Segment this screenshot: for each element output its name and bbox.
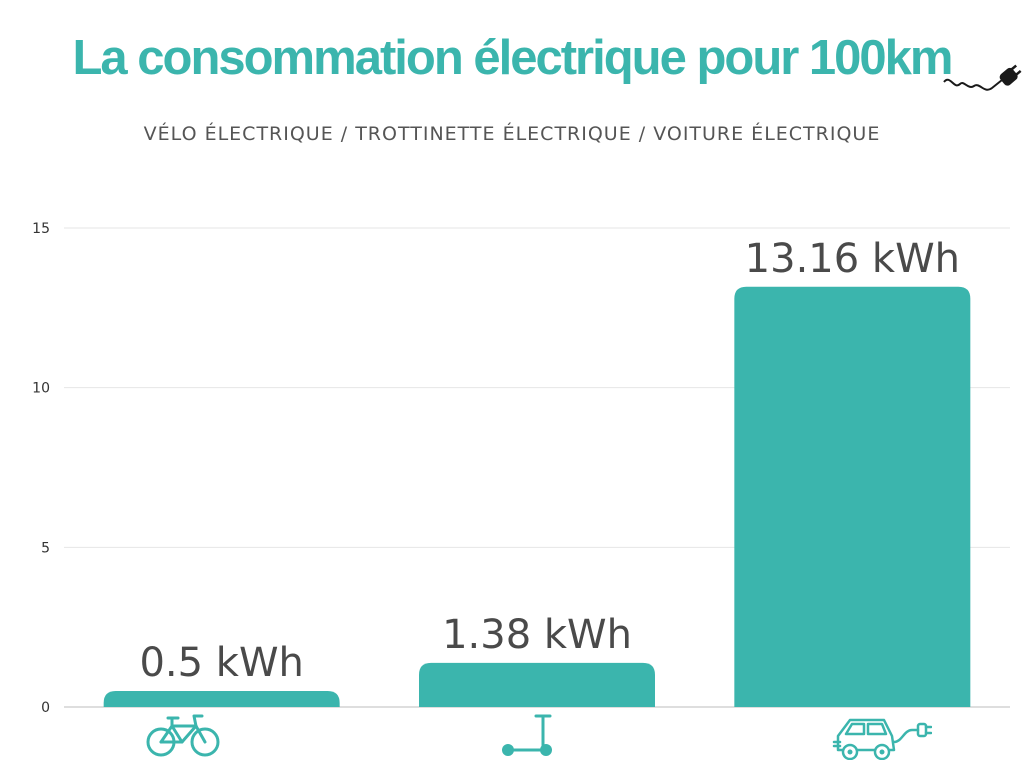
bar-2 — [734, 286, 971, 707]
chart-title: La consommation électrique pour 100km — [72, 31, 953, 85]
bars — [103, 286, 971, 707]
y-tick-label: 10 — [32, 381, 50, 397]
bar-0 — [103, 691, 340, 707]
scooter-icon — [502, 714, 552, 756]
electric-car-icon — [832, 718, 932, 760]
y-tick-label: 15 — [32, 221, 50, 237]
data-label-2: 13.16 kWh — [745, 236, 960, 282]
y-axis-ticks: 0 5 10 15 — [32, 221, 50, 716]
chart-subtitle: VÉLO ÉLECTRIQUE / TROTTINETTE ÉLECTRIQUE… — [143, 123, 881, 145]
y-tick-label: 5 — [41, 540, 50, 556]
bicycle-icon — [146, 714, 220, 757]
plug-icon — [943, 64, 1022, 91]
data-label-0: 0.5 kWh — [139, 640, 303, 686]
y-tick-label: 0 — [41, 700, 50, 716]
data-labels: 0.5 kWh 1.38 kWh 13.16 kWh — [139, 236, 960, 686]
bar-1 — [419, 662, 655, 707]
data-label-1: 1.38 kWh — [442, 612, 632, 658]
